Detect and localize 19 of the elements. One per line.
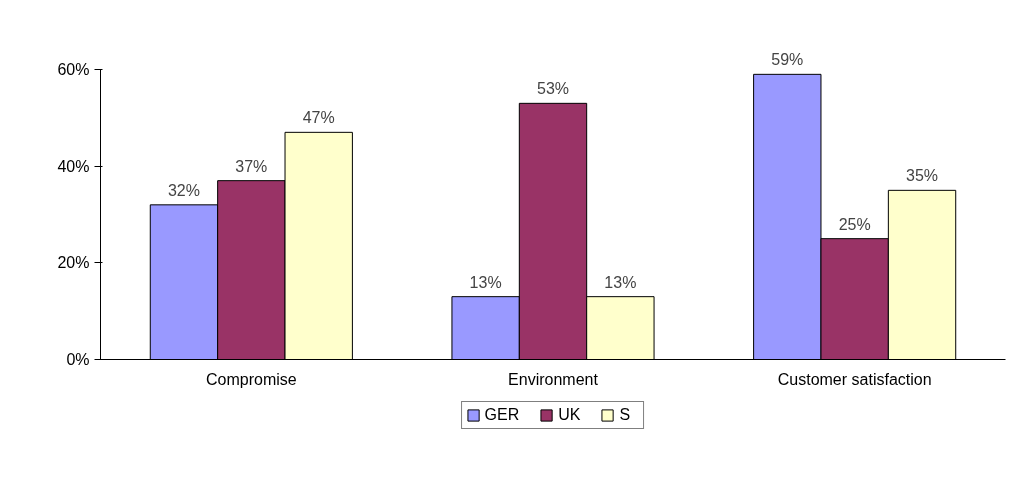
data-label: 13%: [469, 273, 502, 291]
x-tick-label: Customer satisfaction: [777, 370, 932, 388]
legend-label: GER: [484, 406, 520, 424]
data-label: 37%: [235, 157, 268, 175]
data-label: 32%: [167, 181, 200, 199]
data-label: 35%: [906, 167, 939, 185]
legend-label: UK: [558, 406, 581, 424]
y-tick-label: 0%: [66, 351, 90, 368]
data-label: 59%: [771, 51, 804, 69]
y-tick-label: 20%: [57, 254, 90, 272]
x-tick-label: Environment: [508, 370, 599, 388]
data-label: 53%: [536, 80, 570, 98]
data-label: 13%: [604, 273, 637, 291]
data-label: 25%: [838, 215, 871, 233]
data-label: 47%: [302, 109, 335, 127]
y-tick-label: 60%: [57, 61, 90, 78]
y-tick-label: 40%: [57, 157, 90, 175]
x-tick-label: Compromise: [205, 370, 297, 388]
legend-label: S: [619, 406, 632, 424]
